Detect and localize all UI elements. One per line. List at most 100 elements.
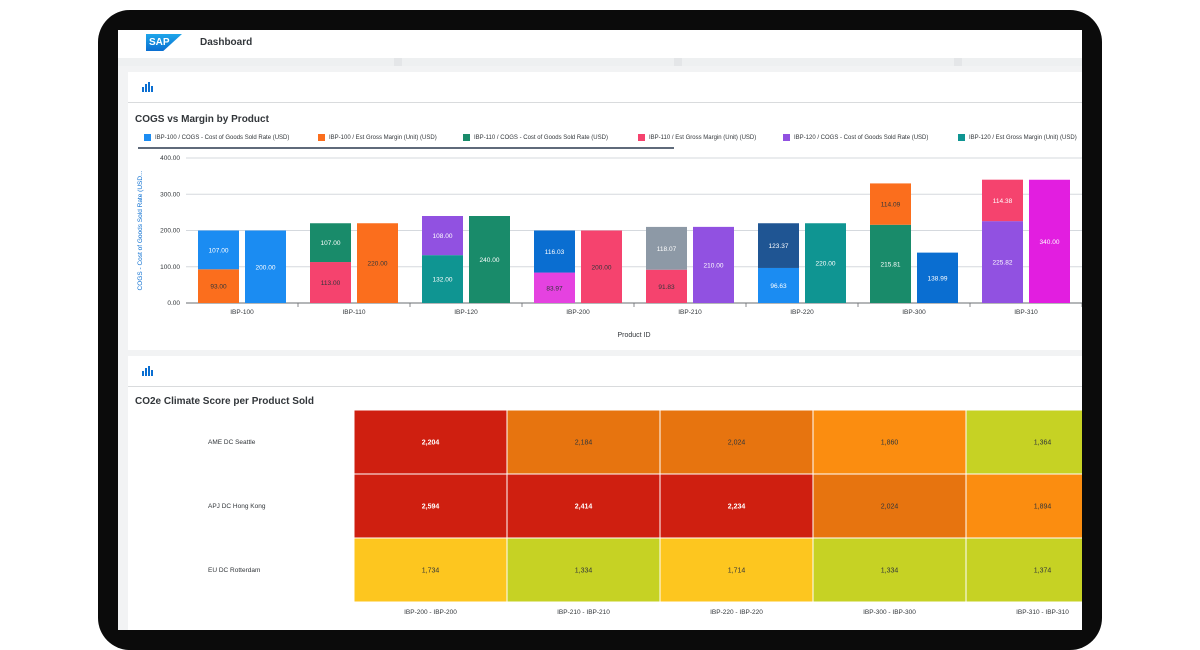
heatmap-cell: [965, 410, 1082, 475]
legend-item[interactable]: IBP-120 / COGS - Cost of Goods Sold Rate…: [783, 134, 928, 141]
heatmap-cell: [965, 473, 1082, 539]
bar-data-label: 215.81: [881, 261, 901, 268]
bar-total: [469, 216, 510, 303]
heatmap-cell: [812, 537, 967, 603]
bar-data-label: 114.09: [881, 202, 901, 209]
x-tick-label: IBP-200: [566, 309, 590, 316]
heatmap-cell-value: 2,414: [575, 504, 593, 511]
bar-data-label: 93.00: [210, 284, 227, 291]
bar-segment-lower: [646, 269, 687, 303]
heatmap-cell-value: 1,714: [728, 568, 746, 575]
bar-data-label: 200.00: [256, 264, 276, 271]
sap-logo[interactable]: SAP: [146, 34, 182, 51]
legend-swatch: [463, 134, 470, 141]
legend-item[interactable]: IBP-110 / COGS - Cost of Goods Sold Rate…: [463, 134, 608, 141]
legend-swatch: [783, 134, 790, 141]
bar-segment-lower: [310, 262, 351, 303]
bar-data-label: 220.00: [368, 261, 388, 268]
heatmap-column-label: IBP-310 - IBP-310: [1016, 609, 1069, 616]
page-title: Dashboard: [200, 37, 253, 48]
legend-label: IBP-120 / Est Gross Margin (Unit) (USD): [969, 134, 1077, 141]
legend-label: IBP-100 / COGS - Cost of Goods Sold Rate…: [155, 134, 290, 141]
x-tick-label: IBP-300: [902, 309, 926, 316]
y-axis-title: COGS - Cost of Goods Sold Rate (USD...: [137, 170, 144, 290]
heatmap-cell: [353, 473, 508, 539]
bar-segment-lower: [870, 224, 911, 303]
bar-data-label: 113.00: [321, 280, 341, 287]
bar-data-label: 200.00: [592, 264, 612, 271]
legend-label: IBP-100 / Est Gross Margin (Unit) (USD): [329, 134, 437, 141]
header-divider: [674, 58, 682, 66]
bar-data-label: 138.99: [928, 275, 948, 282]
heatmap-column-label: IBP-220 - IBP-220: [710, 609, 763, 616]
bar-segment-lower: [422, 255, 463, 303]
legend-label: IBP-120 / COGS - Cost of Goods Sold Rate…: [794, 134, 929, 141]
y-tick-label: 400.00: [160, 155, 180, 162]
y-tick-label: 200.00: [160, 228, 180, 235]
x-tick-label: IBP-310: [1014, 309, 1038, 316]
bar-data-label: 210.00: [704, 262, 724, 269]
bar-segment-upper: [310, 223, 351, 263]
heatmap-cell: [353, 537, 508, 603]
legend-item[interactable]: IBP-110 / Est Gross Margin (Unit) (USD): [638, 134, 756, 141]
co2e-heatmap-card: CO2e Climate Score per Product Sold AME …: [128, 356, 1082, 630]
heatmap-column-label: IBP-210 - IBP-210: [557, 609, 610, 616]
legend-swatch: [318, 134, 325, 141]
heatmap-cell: [353, 410, 508, 475]
heatmap-cell-value: 1,860: [881, 440, 899, 447]
bar-data-label: 340.00: [1040, 239, 1060, 246]
legend-item[interactable]: IBP-100 / COGS - Cost of Goods Sold Rate…: [144, 134, 289, 141]
heatmap-cell-value: 1,374: [1034, 568, 1052, 575]
x-tick-label: IBP-220: [790, 309, 814, 316]
bar-data-label: 132.00: [433, 277, 453, 284]
legend-swatch: [638, 134, 645, 141]
bar-segment-lower: [534, 272, 575, 303]
bar-chart-icon[interactable]: [142, 82, 154, 92]
bar-data-label: 220.00: [816, 261, 836, 268]
legend-scrollbar[interactable]: [138, 147, 674, 149]
bar-total: [245, 230, 286, 303]
bar-segment-lower: [758, 267, 799, 303]
bar-data-label: 240.00: [480, 257, 500, 264]
bar-data-label: 91.83: [658, 284, 675, 291]
legend-item[interactable]: IBP-120 / Est Gross Margin (Unit) (USD): [958, 134, 1077, 141]
bar-data-label: 83.97: [546, 285, 563, 292]
legend-item[interactable]: IBP-100 / Est Gross Margin (Unit) (USD): [318, 134, 437, 141]
app-screen: SAP Dashboard COGS vs Margin by Product …: [118, 30, 1082, 630]
bar-data-label: 123.37: [769, 243, 789, 250]
heatmap-cell: [659, 473, 814, 539]
heatmap-cell-value: 1,894: [1034, 504, 1052, 511]
heatmap-row-label: AME DC Seattle: [208, 439, 256, 446]
heatmap-row-label: EU DC Rotterdam: [208, 567, 260, 574]
heatmap-title: CO2e Climate Score per Product Sold: [135, 396, 314, 407]
bar-segment-upper: [422, 216, 463, 256]
heatmap-cell-value: 1,334: [575, 568, 593, 575]
bar-total: [357, 223, 398, 303]
bar-total: [581, 230, 622, 303]
legend-label: IBP-110 / Est Gross Margin (Unit) (USD): [649, 134, 757, 141]
heatmap-cell-value: 1,734: [422, 568, 440, 575]
heatmap-column-label: IBP-200 - IBP-200: [404, 609, 457, 616]
card-toolbar: [128, 356, 1082, 387]
bar-data-label: 107.00: [209, 247, 229, 254]
bar-chart: 0.00 100.00 200.00 300.00 400.00 COGS - Cost …: [137, 155, 1082, 339]
legend-swatch: [144, 134, 151, 141]
x-tick-label: IBP-120: [454, 309, 478, 316]
x-tick-label: IBP-110: [342, 309, 365, 316]
heatmap-cell-value: 2,234: [728, 504, 746, 511]
bar-segment-upper: [982, 179, 1023, 222]
card-toolbar: [128, 72, 1082, 103]
heatmap-cell-value: 2,204: [422, 440, 440, 447]
bar-segment-lower: [198, 269, 239, 303]
bar-segment-upper: [758, 223, 799, 268]
heatmap-cell: [659, 410, 814, 475]
bar-segment-lower: [982, 221, 1023, 303]
bar-total: [1029, 179, 1070, 303]
heatmap-cell-value: 1,364: [1034, 440, 1052, 447]
bar-data-label: 114.38: [993, 198, 1013, 205]
legend-label: IBP-110 / COGS - Cost of Goods Sold Rate…: [474, 134, 608, 141]
bar-total: [805, 223, 846, 303]
bar-chart-icon[interactable]: [142, 366, 154, 376]
heatmap-row-label: APJ DC Hong Kong: [208, 503, 266, 510]
heatmap-chart: AME DC Seattle 2,204 2,184 2,024 1,860 1,364 1…: [208, 410, 1082, 616]
